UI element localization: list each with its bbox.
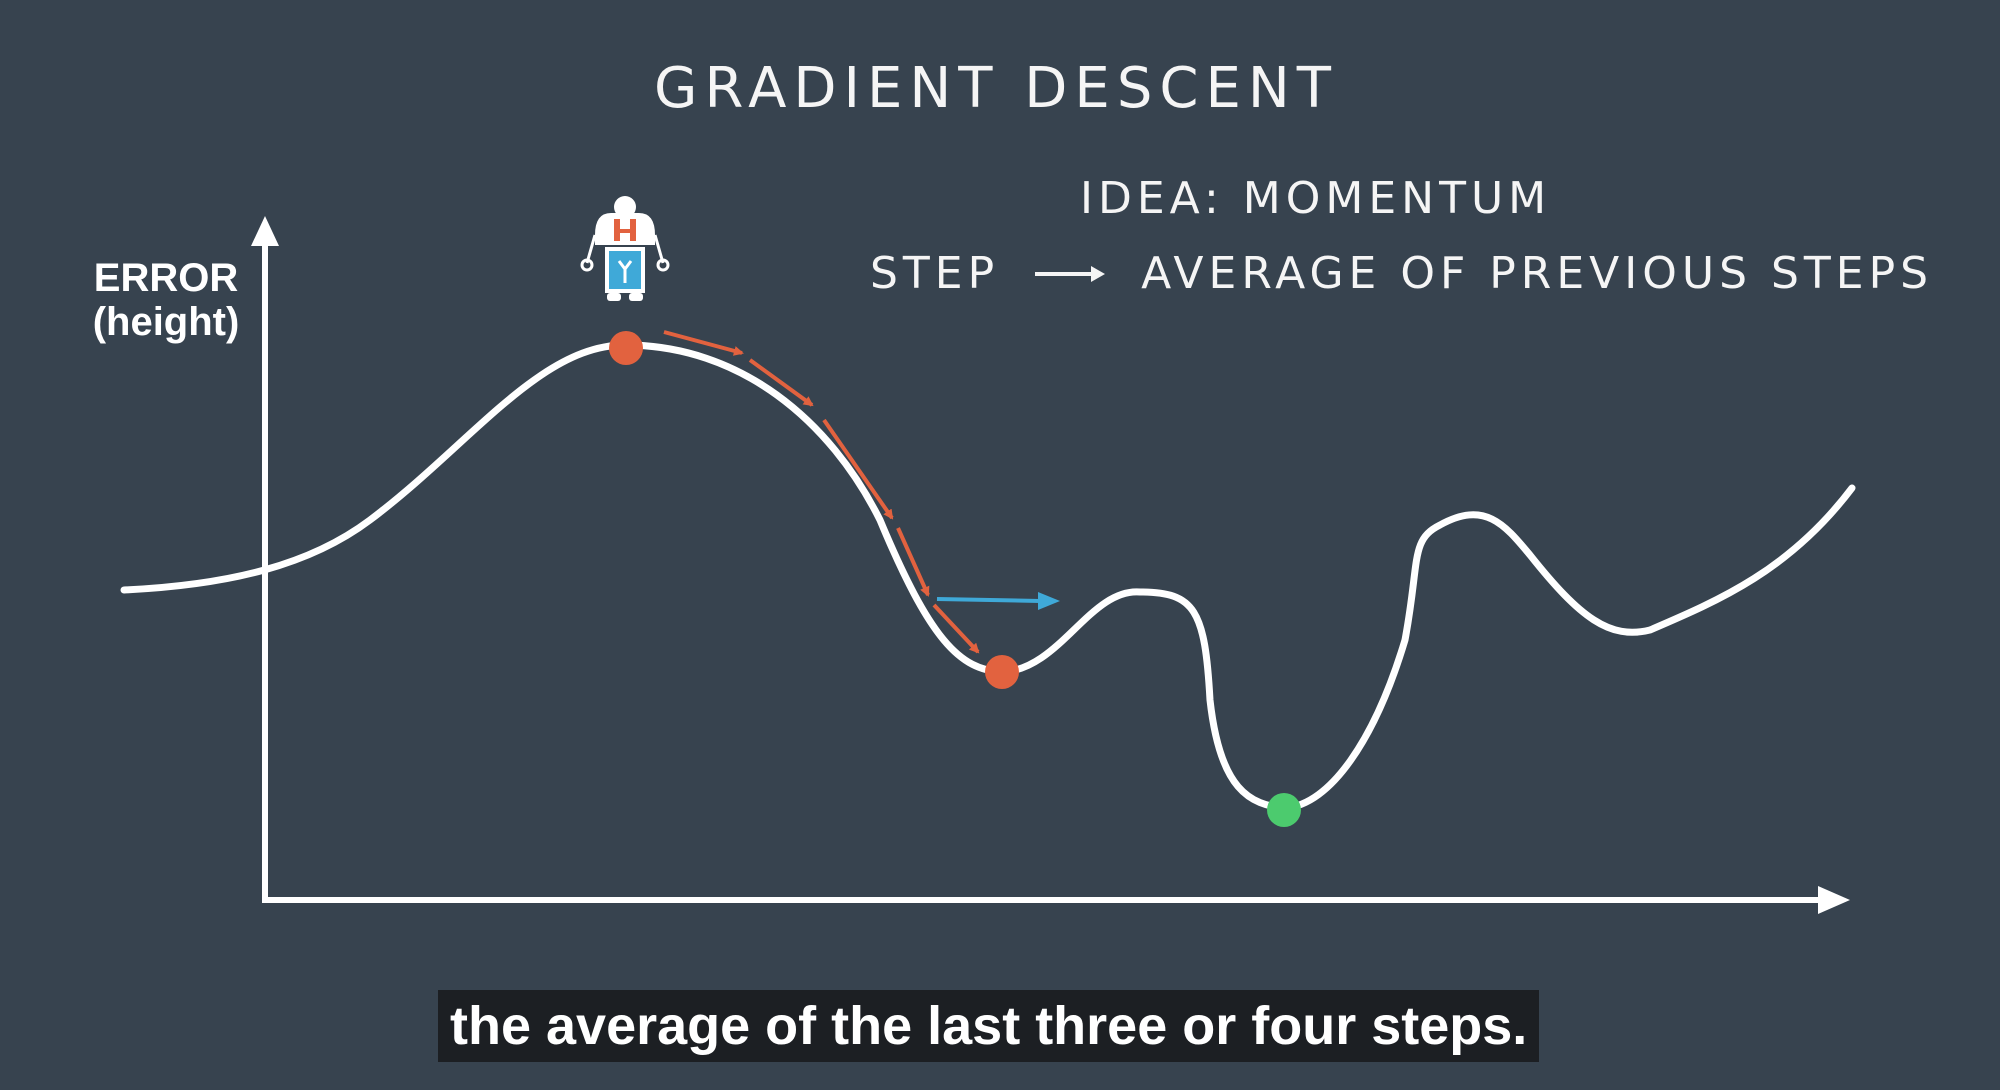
local-minimum-point bbox=[985, 655, 1019, 689]
right-arrow-icon bbox=[1035, 265, 1106, 282]
error-curve bbox=[120, 341, 1856, 812]
idea-text: IDEA: MOMENTUM bbox=[1080, 173, 1552, 224]
diagram-title: GRADIENT DESCENT bbox=[654, 56, 1338, 121]
start-point bbox=[609, 331, 643, 365]
robot-hiker-icon bbox=[580, 196, 670, 301]
step-label: STEP bbox=[870, 248, 1000, 299]
step-rule: STEP AVERAGE OF PREVIOUS STEPS bbox=[870, 248, 1933, 299]
step-arrow-4 bbox=[896, 527, 930, 597]
global-minimum-point bbox=[1267, 793, 1301, 827]
average-label: AVERAGE OF PREVIOUS STEPS bbox=[1141, 248, 1934, 299]
x-axis-arrowhead bbox=[1818, 886, 1850, 914]
subtitle-caption: the average of the last three or four st… bbox=[438, 990, 1540, 1062]
step-arrow-1 bbox=[663, 330, 744, 356]
y-axis-arrowhead bbox=[251, 216, 279, 246]
step-arrow-2 bbox=[748, 358, 814, 407]
axes bbox=[251, 216, 1850, 914]
y-axis-label-line1: ERROR bbox=[93, 256, 239, 300]
step-arrow-3 bbox=[822, 418, 894, 520]
step-arrow-5 bbox=[932, 603, 980, 654]
momentum-arrow bbox=[936, 592, 1060, 610]
y-axis-label-line2: (height) bbox=[92, 300, 240, 344]
y-axis-label: ERROR (height) bbox=[86, 256, 246, 344]
gradient-steps bbox=[663, 330, 980, 654]
